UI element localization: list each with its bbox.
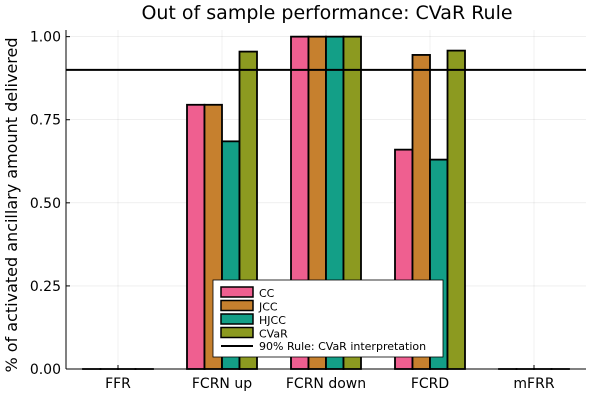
x-tick-label: FCRN down — [286, 376, 366, 392]
axes-frame — [65, 30, 586, 370]
y-tick-labels: 0.00 0.25 0.50 0.75 1.00 — [30, 30, 61, 378]
legend-label-cvar: CVaR — [259, 328, 288, 341]
x-tick-label: FCRN up — [192, 376, 252, 392]
x-tick-label: mFRR — [513, 376, 554, 392]
y-tick-label: 0.00 — [30, 362, 61, 378]
x-tick-label: FFR — [105, 376, 131, 392]
legend-swatch-hjcc — [220, 313, 254, 325]
y-tick-label: 1.00 — [30, 30, 61, 46]
x-tick-labels: FFR FCRN up FCRN down FCRD mFRR — [105, 376, 555, 392]
bar-cvar-fcrd — [446, 49, 466, 370]
legend-label-jcc: JCC — [258, 301, 278, 314]
legend-swatch-jcc — [220, 299, 254, 312]
chart-title: Out of sample performance: CVaR Rule — [141, 2, 512, 24]
legend-label-hjcc: HJCC — [259, 314, 286, 327]
y-tick-label: 0.25 — [30, 279, 61, 295]
x-tick-label: FCRD — [411, 376, 449, 392]
y-axis-label: % of activated ancillary amount delivere… — [2, 37, 21, 372]
legend-label-reference-line: 90% Rule: CVaR interpretation — [259, 340, 426, 353]
legend-label-cc: CC — [259, 287, 275, 300]
legend-swatch-cvar — [220, 326, 254, 339]
legend-swatch-cc — [220, 286, 254, 298]
y-tick-label: 0.75 — [30, 113, 61, 129]
y-tick-label: 0.50 — [30, 196, 61, 212]
bar-cc-fcrn-up — [186, 103, 206, 370]
